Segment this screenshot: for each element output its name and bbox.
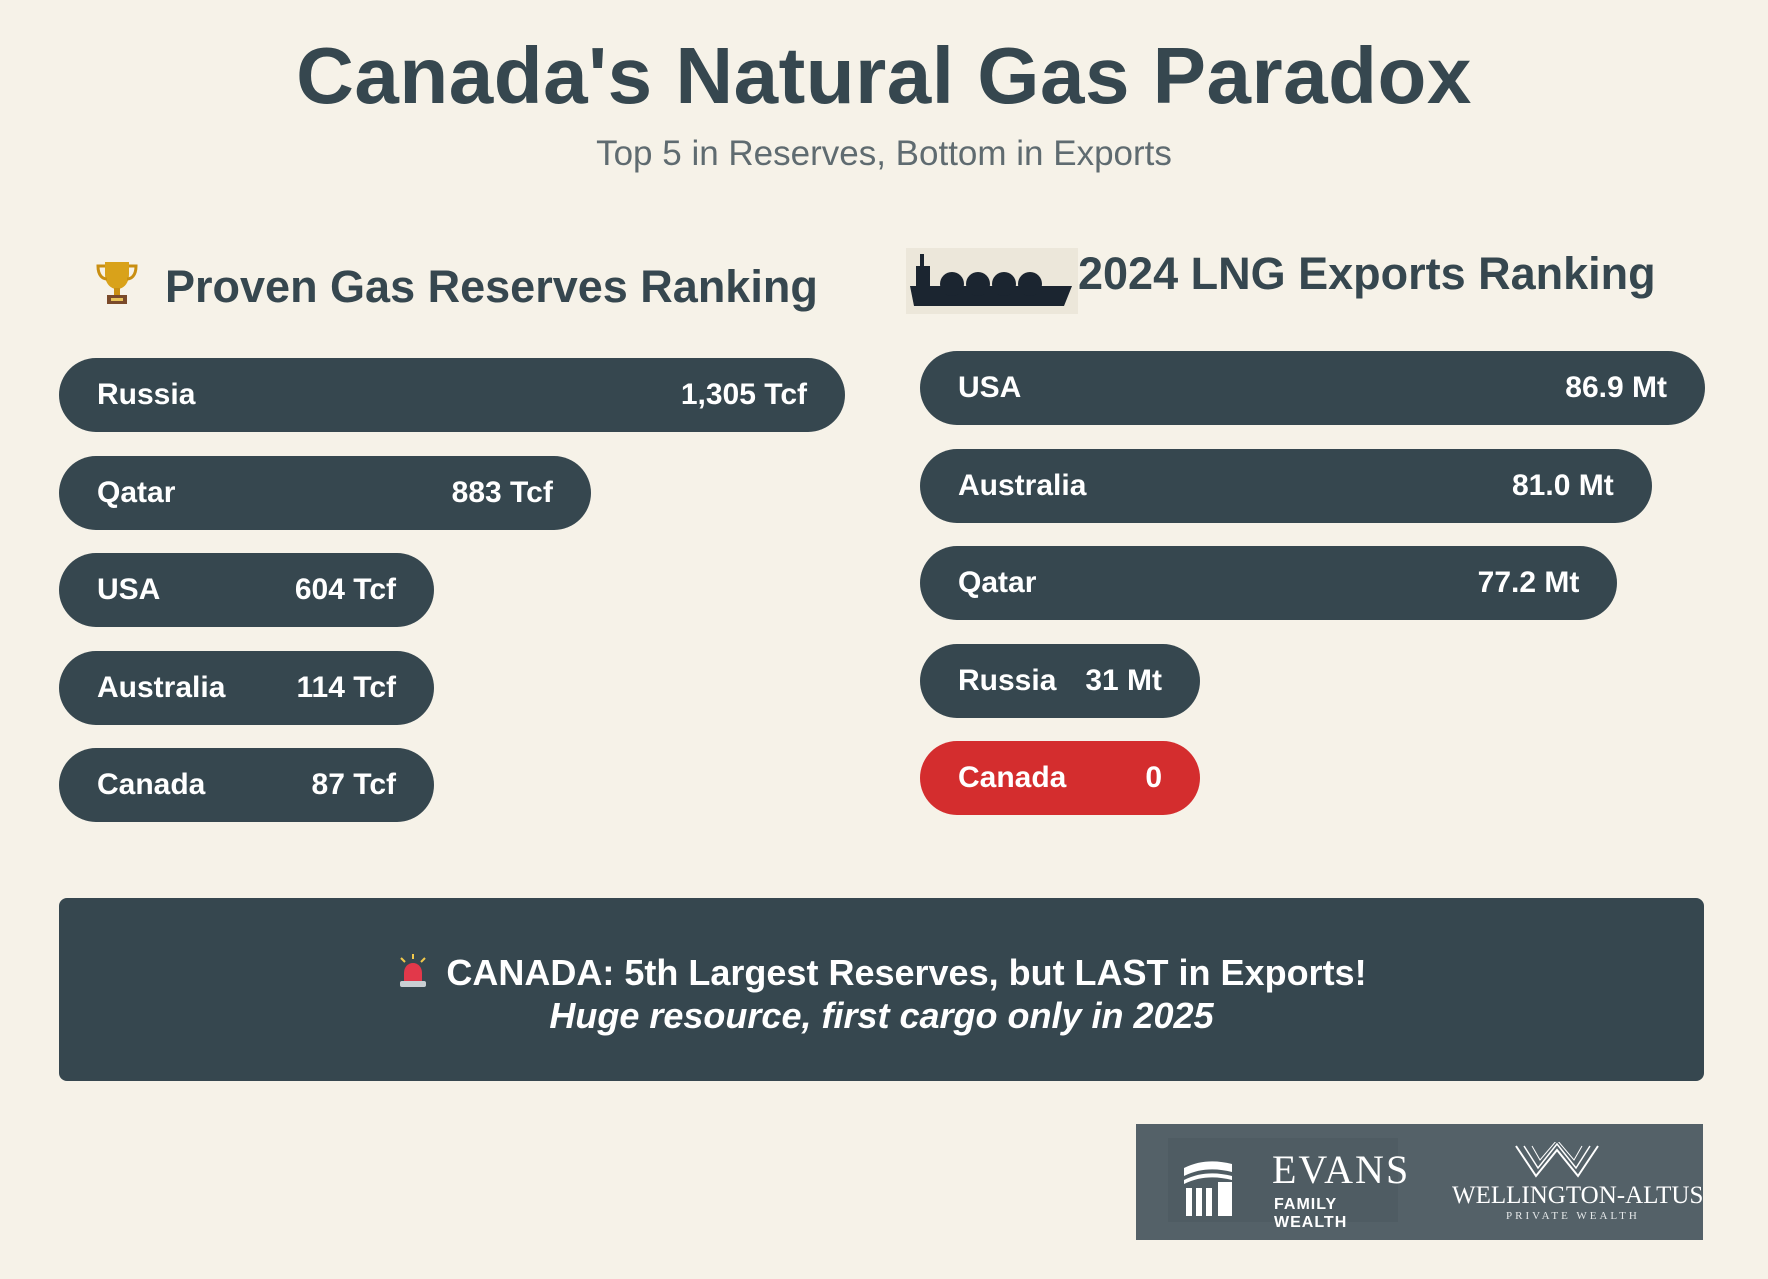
wellington-altus-name: WELLINGTON-ALTUS: [1452, 1182, 1704, 1209]
evans-name: EVANS: [1272, 1147, 1411, 1192]
banner-line2: Huge resource, first cargo only in 2025: [549, 995, 1214, 1036]
wellington-altus-mark-icon: [1515, 1142, 1599, 1178]
bar-qatar: Qatar 77.2 Mt: [920, 546, 1618, 620]
bar-russia: Russia 1,305 Tcf: [59, 358, 845, 432]
exports-heading-label: 2024 LNG Exports Ranking: [1078, 248, 1656, 299]
bar-label: Russia: [97, 378, 196, 411]
bar-canada: Canada 0: [920, 741, 1200, 815]
bar-label: Canada: [97, 768, 206, 801]
bar-value-label: 86.9 Mt: [1565, 371, 1667, 404]
bar-value-label: 87 Tcf: [311, 768, 396, 801]
evans-sub: FAMILY WEALTH: [1274, 1196, 1348, 1231]
bar-value-label: 31 Mt: [1085, 663, 1163, 697]
reserves-heading-label: Proven Gas Reserves Ranking: [165, 261, 818, 312]
bar-label: USA: [958, 371, 1022, 404]
footer-logos: EVANS FAMILY WEALTH WELLINGTON-ALTUS PRI…: [1136, 1124, 1703, 1240]
trophy-icon: [96, 262, 138, 304]
bar-value-label: 883 Tcf: [451, 475, 553, 509]
bar-value-label: 604 Tcf: [294, 573, 396, 606]
bar-label: Qatar: [97, 475, 176, 509]
bar-usa: USA 604 Tcf: [59, 553, 434, 627]
bar-australia: Australia 81.0 Mt: [920, 448, 1652, 523]
wellington-altus-sub: PRIVATE WEALTH: [1506, 1210, 1640, 1222]
bar-value-label: 1,305 Tcf: [680, 378, 807, 411]
evans-columns-icon: [1184, 1161, 1232, 1216]
bar-label: USA: [97, 573, 161, 606]
bar-label: Qatar: [958, 566, 1037, 599]
bar-label: Russia: [958, 663, 1057, 697]
callout-banner: CANADA: 5th Largest Reserves, but LAST i…: [59, 898, 1704, 1081]
evans-logo: EVANS FAMILY WEALTH: [1168, 1138, 1408, 1231]
bar-russia: Russia 31 Mt: [920, 643, 1201, 718]
bar-value-label: 0: [1145, 761, 1162, 794]
bar-value-label: 81.0 Mt: [1511, 468, 1614, 502]
bar-label: Canada: [958, 761, 1067, 794]
bar-australia: Australia 114 Tcf: [59, 650, 434, 725]
page-subtitle: Top 5 in Reserves, Bottom in Exports: [596, 134, 1172, 173]
bar-usa: USA 86.9 Mt: [920, 351, 1705, 425]
banner-line1: CANADA: 5th Largest Reserves, but LAST i…: [446, 952, 1367, 993]
bar-label: Australia: [958, 468, 1087, 502]
banner-headline: CANADA: 5th Largest Reserves, but LAST i…: [59, 952, 1704, 994]
lng-ship-icon: [906, 248, 1078, 314]
bar-label: Australia: [97, 670, 226, 704]
bar-value-label: 114 Tcf: [296, 670, 396, 704]
bar-canada: Canada 87 Tcf: [59, 748, 434, 822]
reserves-heading: Proven Gas Reserves Ranking: [95, 258, 818, 313]
bar-value-label: 77.2 Mt: [1477, 566, 1580, 599]
bar-qatar: Qatar 883 Tcf: [59, 455, 591, 530]
siren-icon: [400, 954, 427, 987]
page-title: Canada's Natural Gas Paradox: [296, 31, 1472, 120]
